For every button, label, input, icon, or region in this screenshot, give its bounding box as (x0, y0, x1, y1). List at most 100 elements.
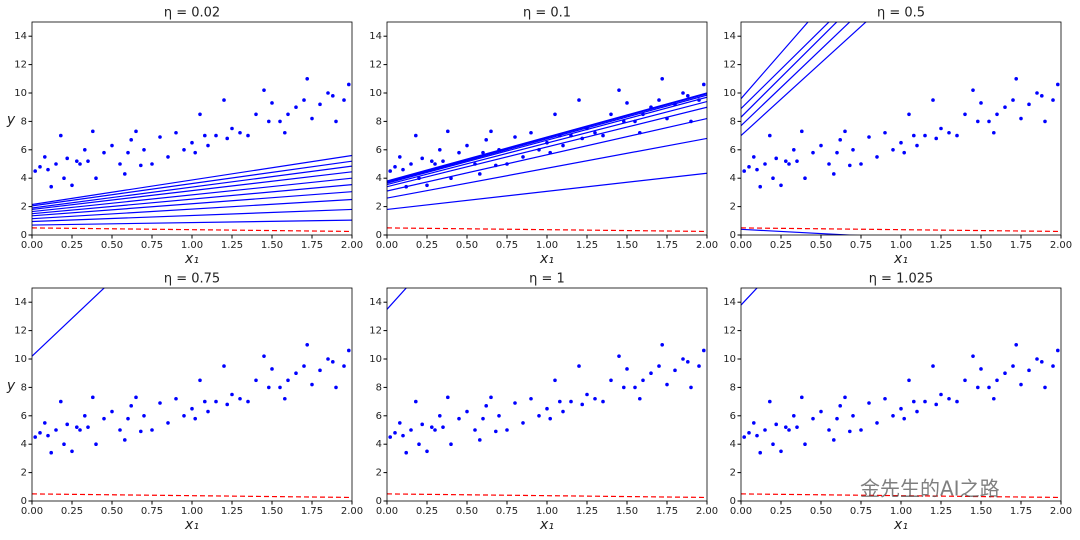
point (851, 414, 855, 418)
point (593, 130, 597, 135)
x-axis-label: x₁ (539, 251, 554, 267)
point (481, 416, 485, 421)
y-axis-label: y (6, 378, 16, 394)
point (118, 428, 122, 432)
point (401, 167, 405, 172)
x-tick-label: 1.25 (221, 506, 243, 517)
y-tick-label: 8 (376, 116, 382, 127)
fit-line (741, 22, 809, 100)
point (971, 88, 975, 92)
point (473, 428, 477, 432)
fit-line (32, 288, 105, 357)
point (638, 396, 642, 401)
point (768, 399, 772, 404)
point (689, 385, 693, 390)
point (166, 155, 170, 159)
point (771, 442, 775, 447)
point (641, 378, 645, 383)
point (347, 348, 351, 353)
point (393, 431, 397, 435)
x-tick-label: 0.25 (770, 240, 792, 251)
y-tick-label: 0 (21, 496, 27, 507)
point (1019, 116, 1023, 121)
lines (741, 22, 1061, 235)
point (912, 399, 916, 404)
point (934, 402, 938, 407)
x-tick-label: 0.25 (416, 240, 438, 251)
point (787, 428, 791, 432)
point (1027, 368, 1031, 373)
y-tick-label: 6 (21, 145, 27, 156)
point (203, 399, 207, 404)
point (792, 414, 796, 418)
y-tick-label: 6 (376, 411, 382, 422)
point (302, 98, 306, 102)
point (811, 150, 815, 155)
point (1011, 364, 1015, 368)
x-tick-label: 1.00 (536, 506, 558, 517)
point (267, 119, 271, 124)
y-tick-label: 14 (14, 31, 27, 42)
x-tick-label: 0.00 (21, 506, 43, 517)
point (774, 156, 778, 161)
x-tick-label: 0.00 (376, 240, 398, 251)
point (326, 357, 330, 361)
subplot-title: η = 1 (529, 272, 565, 287)
x-tick-label: 2.00 (1050, 506, 1072, 517)
point (838, 404, 842, 408)
point (449, 442, 453, 447)
point (414, 133, 418, 138)
point (484, 404, 489, 408)
y-tick-label: 4 (730, 173, 736, 184)
subplot: 0.00 0.25 0.50 0.75 1.00 1.25 1.50 1.75 2.00 0 2 4 6… (369, 272, 718, 534)
point (803, 176, 807, 180)
y-tick-label: 10 (369, 354, 382, 365)
fit-line (32, 191, 352, 217)
x-tick-label: 0.25 (416, 506, 438, 517)
point (174, 130, 178, 135)
x-tick-label: 0.50 (810, 240, 832, 251)
point (625, 101, 629, 105)
watermark: 金先生的AI之路 (860, 477, 1000, 501)
x-tick-label: 0.50 (810, 506, 832, 517)
y-tick-label: 12 (369, 60, 382, 71)
point (393, 165, 397, 169)
x-axis-label: x₁ (184, 251, 199, 267)
point (665, 382, 669, 387)
point (262, 354, 266, 358)
point (342, 364, 346, 368)
point (46, 433, 50, 438)
x-tick-label: 2.00 (1050, 240, 1072, 251)
fit-line (387, 92, 707, 182)
point (585, 392, 589, 397)
point (457, 150, 461, 155)
point (489, 395, 493, 400)
point (580, 136, 584, 141)
point (294, 371, 298, 376)
point (697, 364, 701, 368)
point (553, 378, 557, 383)
x-tick-label: 0.75 (496, 240, 518, 251)
point (976, 119, 980, 124)
x-tick-label: 1.25 (221, 240, 243, 251)
point (601, 133, 605, 138)
fit-line (32, 219, 352, 226)
point (963, 378, 967, 383)
x-tick-label: 1.25 (576, 240, 598, 251)
x-tick-label: 2.00 (696, 240, 718, 251)
point (254, 112, 258, 117)
point (465, 143, 469, 148)
point (398, 421, 402, 425)
point (800, 395, 804, 400)
point (649, 105, 653, 109)
point (166, 421, 170, 425)
point (83, 414, 87, 418)
point (331, 94, 335, 98)
x-tick-label: 0.50 (456, 240, 478, 251)
point (537, 414, 541, 418)
point (404, 184, 409, 189)
x-tick-label: 1.00 (181, 506, 203, 517)
y-tick-label: 10 (14, 354, 27, 365)
point (939, 126, 943, 131)
initial-line (32, 227, 352, 233)
